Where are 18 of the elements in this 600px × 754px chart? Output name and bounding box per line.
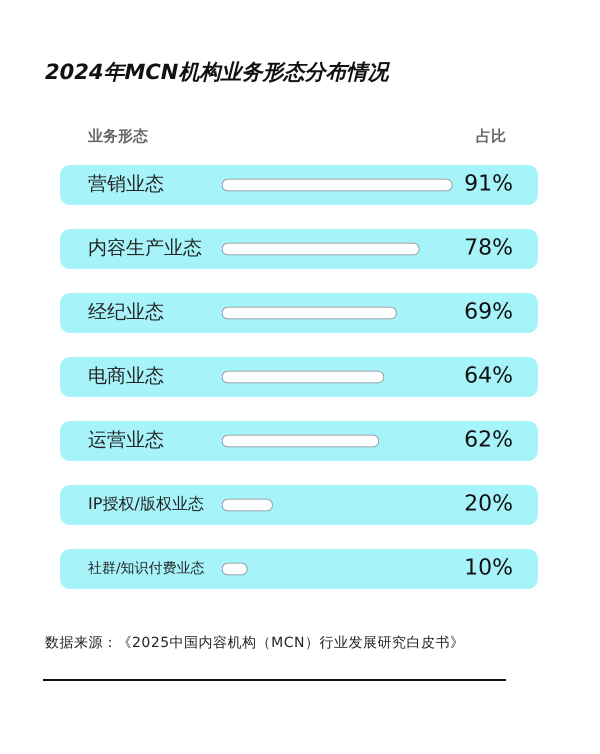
- y-tick-label: 社群/知识付费业态: [88, 560, 205, 577]
- data-label: 62%: [464, 428, 513, 453]
- y-tick-label: 电商业态: [88, 364, 164, 387]
- chart-title: 2024年MCN机构业务形态分布情况: [45, 59, 388, 86]
- data-label: 10%: [464, 556, 513, 581]
- y-axis-title: 业务形态: [88, 127, 148, 146]
- y-tick-label: 内容生产业态: [88, 236, 202, 259]
- y-tick-label: 经纪业态: [88, 300, 164, 323]
- data-label: 78%: [464, 236, 513, 261]
- y-tick-label: 营销业态: [88, 172, 164, 195]
- data-label: 20%: [464, 492, 513, 517]
- data-label: 69%: [464, 300, 513, 325]
- data-label: 91%: [464, 172, 513, 197]
- y-tick-label: 运营业态: [88, 428, 164, 451]
- data-label: 64%: [464, 364, 513, 389]
- y-tick-label: IP授权/版权业态: [88, 494, 204, 514]
- x-axis-title: 占比: [476, 127, 506, 146]
- source-note: 数据来源：《2025中国内容机构（MCN）行业发展研究白皮书》: [45, 634, 464, 652]
